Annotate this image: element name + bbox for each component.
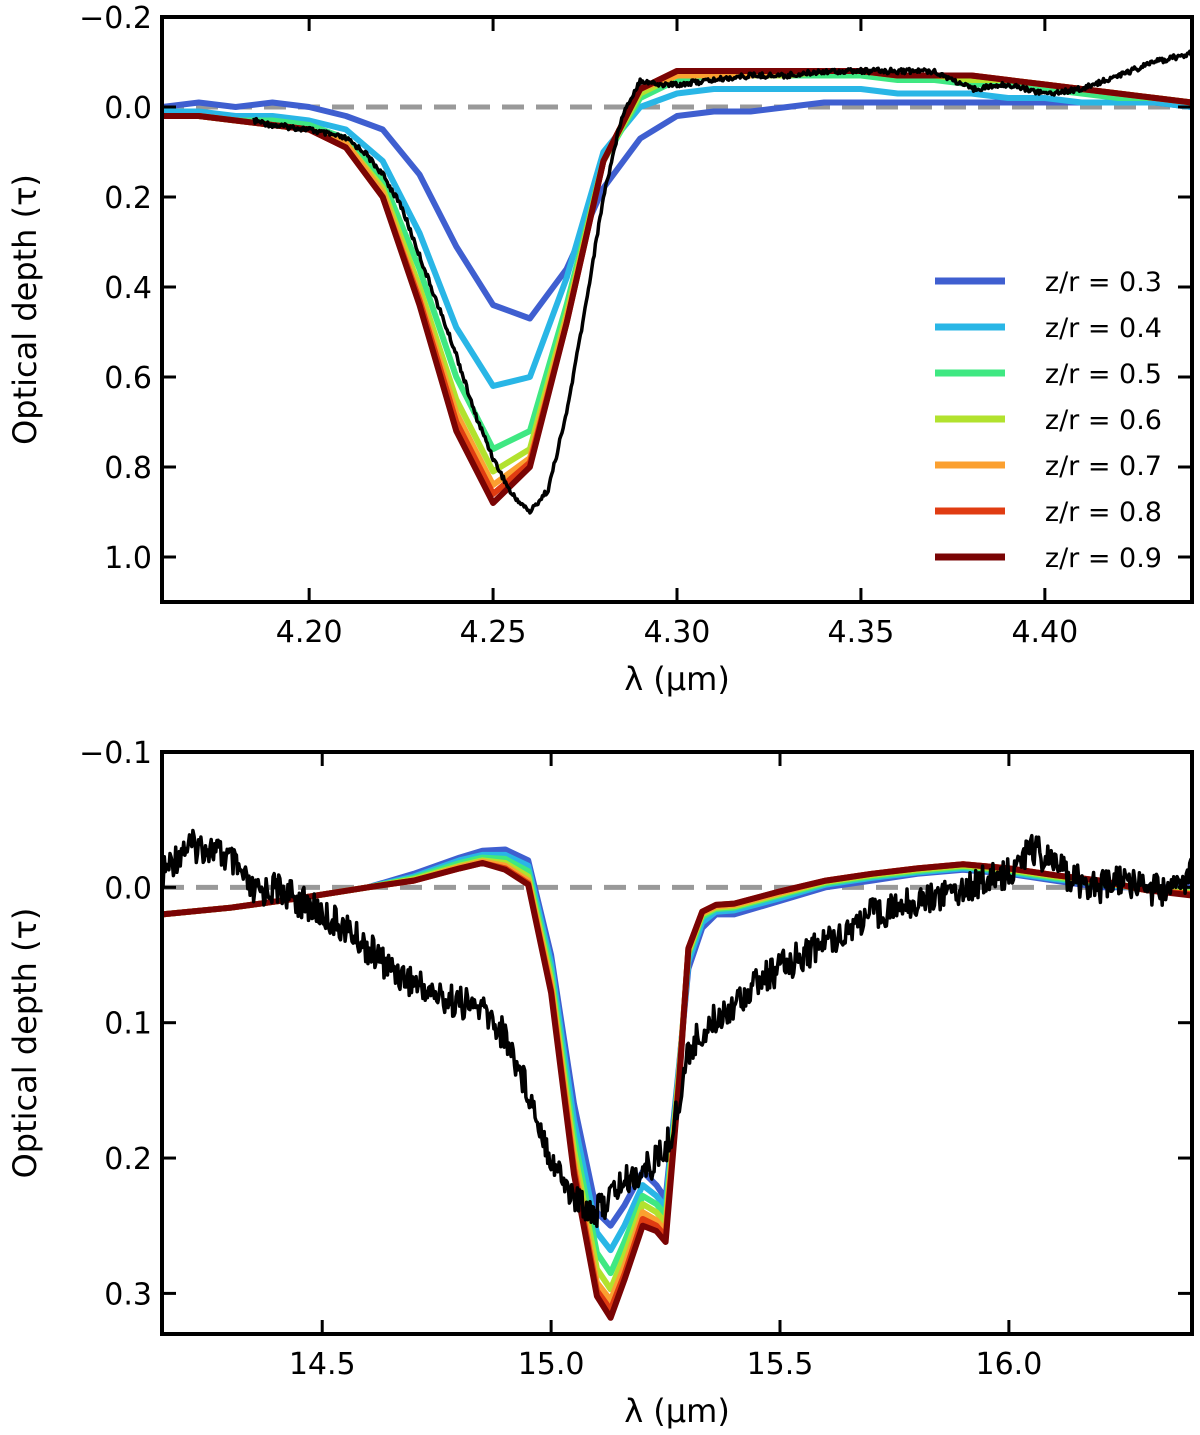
legend-label-3: z/r = 0.5 xyxy=(1045,359,1162,390)
top-y-tick-label: 0.8 xyxy=(104,451,152,486)
bottom-y-tick-label: 0.0 xyxy=(104,871,152,906)
top-plot-area xyxy=(162,49,1192,515)
legend-label-2: z/r = 0.4 xyxy=(1045,313,1162,344)
legend-label-1: z/r = 0.3 xyxy=(1045,267,1162,298)
bottom-y-axis-label: Optical depth (τ) xyxy=(6,908,44,1179)
bottom-observed-spectrum xyxy=(162,828,1192,1229)
bottom-x-tick-label: 15.5 xyxy=(747,1347,814,1382)
bottom-x-axis-label: λ (μm) xyxy=(624,1392,730,1430)
top-y-tick-label: −0.2 xyxy=(79,1,152,36)
top-observed-spectrum xyxy=(252,49,1192,515)
top-y-axis-label: Optical depth (τ) xyxy=(6,174,44,445)
bottom-x-tick-label: 14.5 xyxy=(289,1347,356,1382)
bottom-panel: 14.5 15.0 15.5 16.0 −0.1 0.0 0.1 0.2 0.3 λ (μm) Op… xyxy=(6,736,1194,1430)
top-x-tick-label: 4.30 xyxy=(644,615,711,650)
bottom-x-tick-label: 15.0 xyxy=(518,1347,585,1382)
bottom-y-tick-label: 0.3 xyxy=(104,1277,152,1312)
bottom-y-tick-label: −0.1 xyxy=(79,736,152,771)
top-series-line-7 xyxy=(162,68,1192,506)
top-series-line-1 xyxy=(162,99,1192,322)
bottom-x-tick-label: 16.0 xyxy=(975,1347,1042,1382)
top-x-axis-label: λ (μm) xyxy=(624,660,730,698)
legend: z/r = 0.3 z/r = 0.4 z/r = 0.5 z/r = 0.6 z/r … xyxy=(935,267,1162,574)
bottom-plot-area xyxy=(162,828,1192,1321)
top-y-tick-label: 1.0 xyxy=(104,541,152,576)
top-y-tick-label: 0.2 xyxy=(104,181,152,216)
top-x-tick-label: 4.40 xyxy=(1011,615,1078,650)
top-series-line-2 xyxy=(162,86,1192,389)
legend-label-4: z/r = 0.6 xyxy=(1045,405,1162,436)
top-y-tick-label: 0.4 xyxy=(104,271,152,306)
legend-label-6: z/r = 0.8 xyxy=(1045,497,1162,528)
top-y-tick-label: 0.6 xyxy=(104,361,152,396)
bottom-y-tick-label: 0.2 xyxy=(104,1142,152,1177)
top-x-tick-label: 4.35 xyxy=(828,615,895,650)
bottom-series-line-7 xyxy=(162,860,1192,1321)
bottom-y-tick-label: 0.1 xyxy=(104,1007,152,1042)
top-panel: 4.20 4.25 4.30 4.35 4.40 −0.2 0.0 0.2 0.4 0.6 0.8 1… xyxy=(6,1,1194,698)
top-y-tick-label: 0.0 xyxy=(104,91,152,126)
top-x-tick-label: 4.25 xyxy=(460,615,527,650)
legend-label-7: z/r = 0.9 xyxy=(1045,543,1162,574)
top-x-tick-label: 4.20 xyxy=(276,615,343,650)
bottom-plot-frame xyxy=(160,750,1194,1336)
legend-label-5: z/r = 0.7 xyxy=(1045,451,1162,482)
